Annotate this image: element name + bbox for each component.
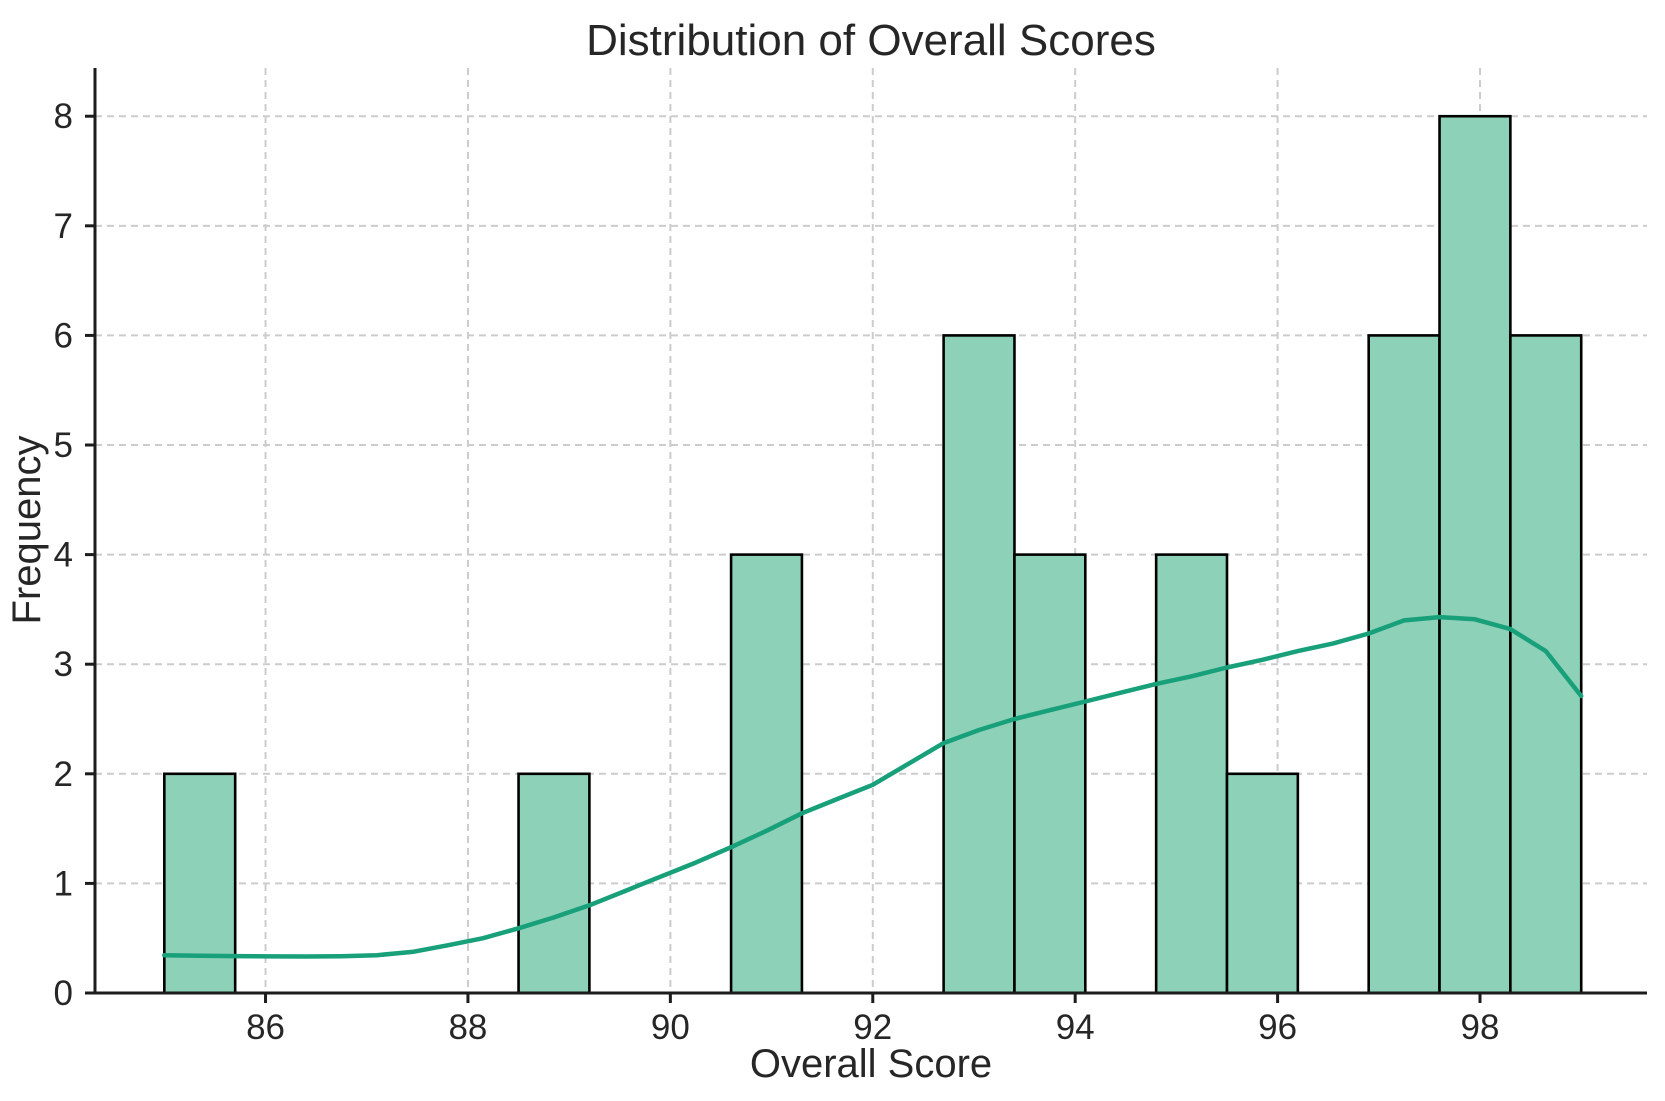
x-tick-label: 94 [1056,1008,1095,1047]
y-tick-label: 8 [54,97,73,136]
y-tick-label: 6 [54,316,73,355]
y-tick-label: 0 [54,974,73,1013]
x-tick-label: 88 [448,1008,487,1047]
kde-curve [162,614,1584,959]
y-tick-label: 1 [54,864,73,903]
x-tick-label: 98 [1461,1008,1500,1047]
histogram-bar [942,334,1016,995]
x-tick-label: 86 [246,1008,285,1047]
tick-labels: 86 88 90 92 94 96 98 0 1 2 3 4 5 6 7 8 [54,97,1500,1047]
x-axis-label: Overall Score [750,1042,992,1086]
y-axis-label: Frequency [5,436,49,625]
y-tick-label: 5 [54,426,73,465]
axes [85,68,1647,1003]
histogram-bar [1154,553,1229,995]
histogram-bar [1367,334,1441,995]
kde-curve-layer [162,614,1584,959]
histogram-bar [163,772,237,995]
histogram-bar [1225,772,1300,995]
histogram-bar [1013,553,1087,995]
y-tick-label: 7 [54,207,73,246]
x-tick-label: 92 [853,1008,892,1047]
histogram-bar [517,772,591,995]
histogram-bar [729,553,804,995]
histogram-bar [1438,114,1512,995]
y-tick-label: 3 [54,645,73,684]
chart-title: Distribution of Overall Scores [586,16,1156,65]
histogram-bar [1509,334,1583,995]
x-tick-label: 90 [651,1008,690,1047]
histogram-bars [163,114,1583,995]
y-tick-label: 4 [54,536,73,575]
x-tick-label: 96 [1258,1008,1297,1047]
y-tick-label: 2 [54,755,73,794]
